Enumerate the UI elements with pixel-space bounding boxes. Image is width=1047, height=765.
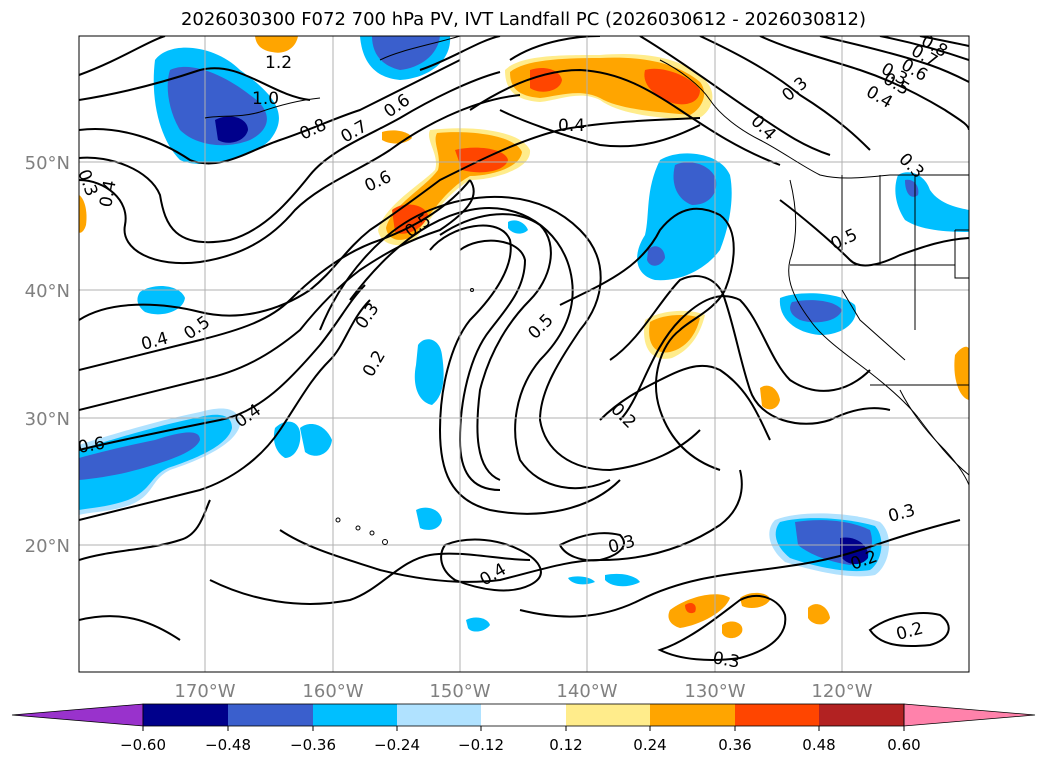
colorbar-segment	[313, 704, 397, 726]
colorbar-tick: 0.36	[718, 736, 751, 754]
lat-label: 20°N	[25, 536, 70, 557]
contour-label: 0.4	[96, 179, 120, 209]
lat-label: 50°N	[25, 153, 70, 174]
colorbar-tick: 0.48	[802, 736, 835, 754]
colorbar-segment	[735, 704, 819, 726]
lat-label: 30°N	[25, 409, 70, 430]
colorbar-segment	[566, 704, 650, 726]
colorbar-extend-low	[11, 703, 144, 727]
contour-label: 0.3	[73, 167, 101, 199]
colorbar-tick: −0.24	[374, 736, 420, 754]
map-title: 2026030300 F072 700 hPa PV, IVT Landfall…	[180, 9, 867, 30]
latitude-labels: 50°N 40°N 30°N 20°N	[25, 153, 70, 557]
map-frame	[78, 35, 970, 673]
lon-label: 150°W	[429, 681, 490, 702]
contour-label: 1.0	[252, 89, 279, 109]
lon-label: 140°W	[556, 681, 617, 702]
contour-label: 0.3	[711, 648, 741, 672]
contour-label: 0.4	[558, 116, 585, 136]
colorbar-extend-high	[903, 703, 1036, 727]
longitude-labels: 170°W 160°W 150°W 140°W 130°W 120°W	[174, 681, 872, 702]
colorbar-segment	[228, 704, 313, 726]
lat-label: 40°N	[25, 281, 70, 302]
lon-label: 160°W	[302, 681, 363, 702]
lon-label: 130°W	[684, 681, 745, 702]
contour-label: 1.2	[265, 53, 292, 73]
colorbar: −0.60 −0.48 −0.36 −0.24 −0.12 0.12 0.24 …	[11, 703, 1036, 754]
colorbar-tick: −0.60	[120, 736, 166, 754]
lon-label: 120°W	[811, 681, 872, 702]
colorbar-segment	[650, 704, 735, 726]
pv-contours	[79, 36, 969, 661]
coastlines	[204, 36, 969, 545]
colorbar-tick: 0.12	[549, 736, 582, 754]
colorbar-segment	[481, 704, 566, 726]
colorbar-segment	[819, 704, 904, 726]
colorbar-tick: −0.36	[290, 736, 336, 754]
lon-label: 170°W	[174, 681, 235, 702]
colorbar-tick: −0.12	[458, 736, 504, 754]
colorbar-tick: −0.48	[205, 736, 251, 754]
contour-label: 0.6	[76, 434, 106, 458]
colorbar-segment	[143, 704, 228, 726]
colorbar-tick: 0.24	[633, 736, 666, 754]
colorbar-tick: 0.60	[887, 736, 920, 754]
graticule	[79, 36, 969, 672]
colorbar-segment	[397, 704, 481, 726]
map-panel: 1.2 1.0 0.8 0.7 0.6 0.6 0.5 0.4 0.3 0.4 …	[73, 36, 969, 672]
